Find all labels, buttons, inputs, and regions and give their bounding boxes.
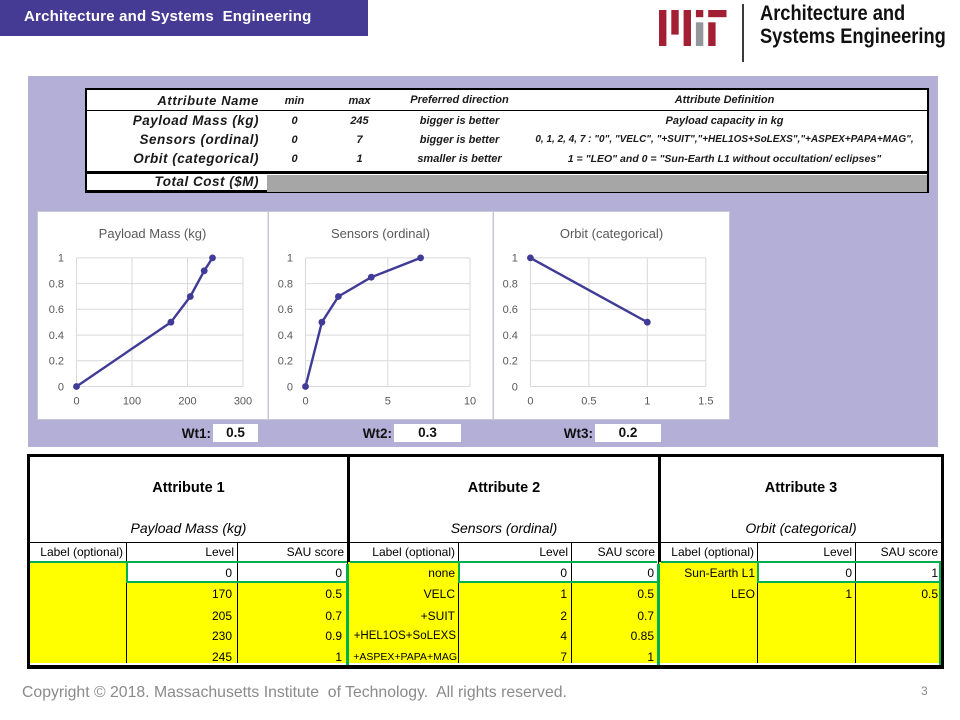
svg-text:300: 300 — [234, 396, 252, 408]
svg-text:0.2: 0.2 — [503, 356, 518, 368]
svg-text:0.4: 0.4 — [503, 330, 518, 342]
svg-text:10: 10 — [464, 396, 476, 408]
svg-text:0.6: 0.6 — [503, 304, 518, 316]
svg-text:0.8: 0.8 — [278, 278, 293, 290]
svg-text:5: 5 — [385, 396, 391, 408]
svg-text:0.2: 0.2 — [278, 356, 293, 368]
svg-text:0: 0 — [302, 396, 308, 408]
svg-text:1: 1 — [287, 253, 293, 265]
svg-text:0.4: 0.4 — [49, 330, 64, 342]
svg-text:0: 0 — [58, 381, 64, 393]
svg-text:0: 0 — [512, 381, 518, 393]
svg-text:1: 1 — [512, 253, 518, 265]
svg-text:0.6: 0.6 — [278, 304, 293, 316]
svg-text:100: 100 — [123, 396, 141, 408]
svg-text:0: 0 — [287, 381, 293, 393]
svg-text:0.8: 0.8 — [49, 278, 64, 290]
svg-text:0: 0 — [527, 396, 533, 408]
svg-text:Orbit (categorical): Orbit (categorical) — [560, 226, 663, 241]
svg-text:0.4: 0.4 — [278, 330, 293, 342]
svg-text:Sensors (ordinal): Sensors (ordinal) — [331, 226, 430, 241]
svg-text:1: 1 — [58, 253, 64, 265]
svg-text:1.5: 1.5 — [698, 396, 713, 408]
svg-text:0: 0 — [73, 396, 79, 408]
svg-text:0.6: 0.6 — [49, 304, 64, 316]
svg-text:0.5: 0.5 — [581, 396, 596, 408]
svg-text:200: 200 — [178, 396, 196, 408]
svg-text:Payload Mass (kg): Payload Mass (kg) — [99, 226, 207, 241]
svg-text:1: 1 — [644, 396, 650, 408]
svg-text:0.8: 0.8 — [503, 278, 518, 290]
svg-text:0.2: 0.2 — [49, 356, 64, 368]
